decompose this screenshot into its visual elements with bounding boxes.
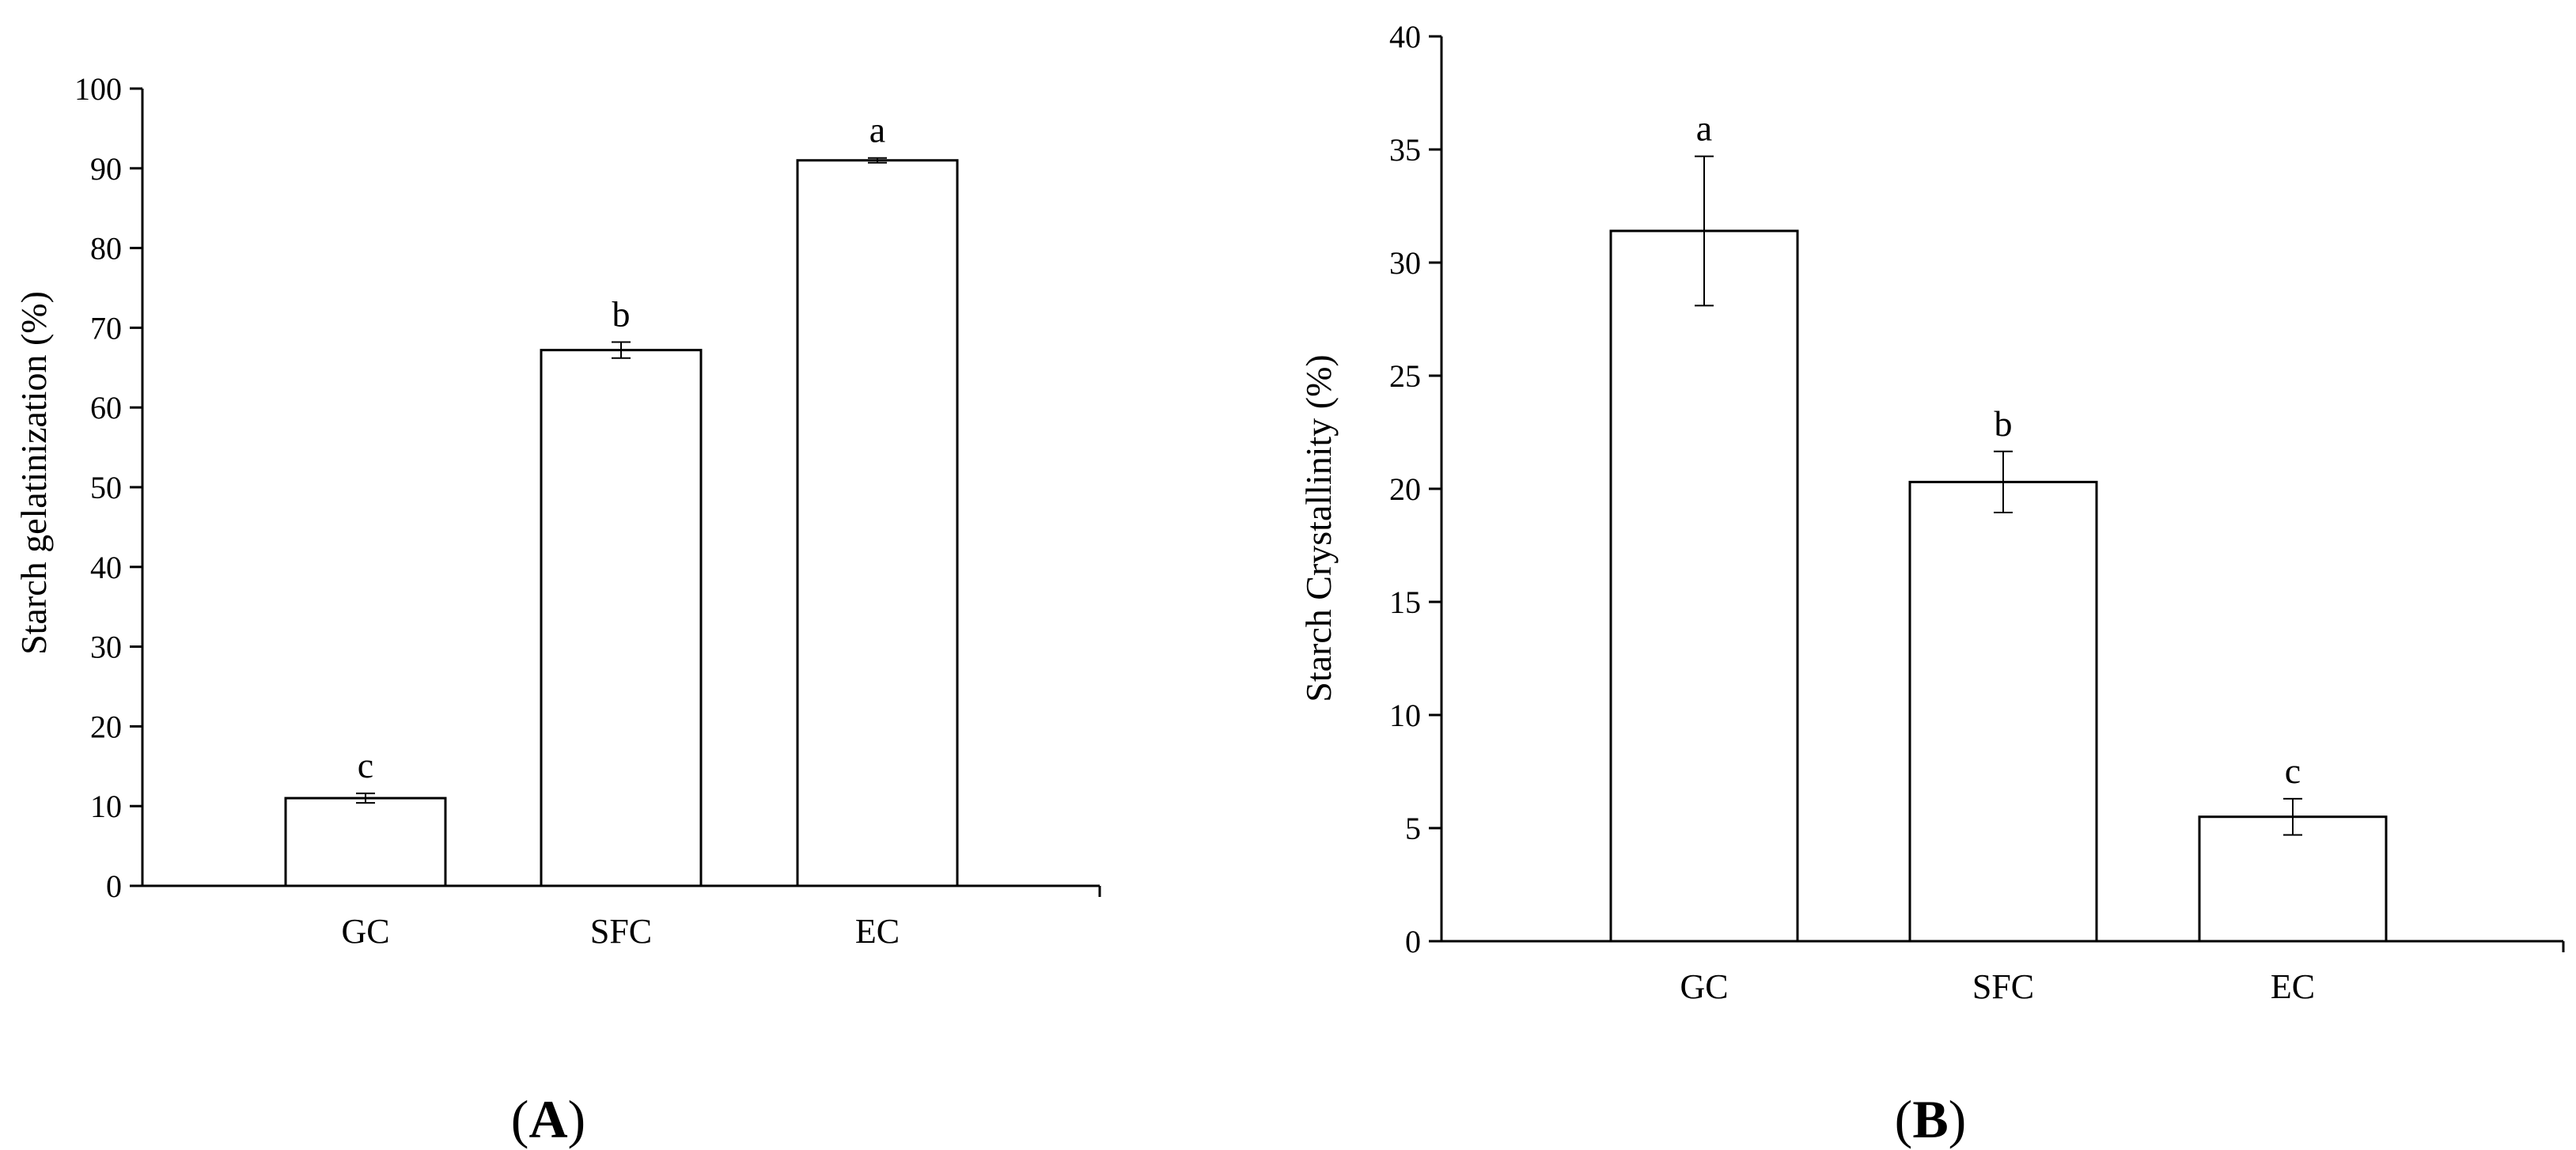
y-tick-label: 80	[90, 231, 122, 267]
y-tick-label: 10	[1389, 698, 1421, 733]
y-tick-label: 70	[90, 310, 122, 346]
bar	[284, 796, 447, 887]
significance-label: c	[2285, 751, 2301, 791]
bar	[796, 159, 959, 887]
y-tick-label: 100	[74, 71, 122, 107]
x-category-label: EC	[855, 912, 900, 951]
significance-label: b	[1995, 403, 2013, 444]
bar	[1609, 229, 1799, 943]
y-tick-label: 5	[1405, 811, 1421, 846]
chart-panel-b: Starch Crystallinity (%) (B) 0 5 10 15 20 25 3…	[1298, 19, 2565, 1149]
y-tick-label: 30	[90, 630, 122, 665]
y-axis-title: Starch Crystallinity (%)	[1298, 354, 1339, 702]
significance-label: c	[358, 745, 373, 785]
y-tick-label: 60	[90, 390, 122, 426]
x-category-label: SFC	[1972, 967, 2034, 1006]
panel-letter: A	[528, 1089, 567, 1149]
bar	[1908, 480, 2098, 943]
panel-label-b: (B)	[1895, 1089, 1967, 1149]
x-category-label: GC	[341, 912, 389, 951]
chart-panel-a: Starch gelatinization (%) (A) 0 10 20 30 40 5…	[13, 71, 1101, 1149]
panel-letter: B	[1912, 1089, 1948, 1149]
y-tick-label: 40	[1389, 19, 1421, 55]
y-tick-label: 35	[1389, 132, 1421, 168]
bar	[540, 349, 703, 887]
y-tick-label: 0	[106, 868, 122, 904]
y-axis-title: Starch gelatinization (%)	[13, 291, 54, 655]
significance-label: a	[869, 110, 885, 150]
y-tick-label: 50	[90, 470, 122, 505]
x-category-label: EC	[2271, 967, 2315, 1006]
y-tick-label: 20	[1389, 471, 1421, 507]
y-tick-label: 30	[1389, 245, 1421, 281]
y-tick-label: 90	[90, 151, 122, 187]
y-tick-label: 20	[90, 709, 122, 744]
y-tick-label: 15	[1389, 584, 1421, 620]
y-tick-label: 10	[90, 789, 122, 824]
x-category-label: GC	[1680, 967, 1728, 1006]
significance-label: b	[612, 294, 631, 335]
significance-label: a	[1696, 108, 1712, 149]
y-tick-label: 0	[1405, 924, 1421, 959]
y-tick-label: 25	[1389, 358, 1421, 394]
panel-label-a: (A)	[511, 1089, 585, 1149]
x-category-label: SFC	[590, 912, 652, 951]
y-tick-label: 40	[90, 550, 122, 585]
